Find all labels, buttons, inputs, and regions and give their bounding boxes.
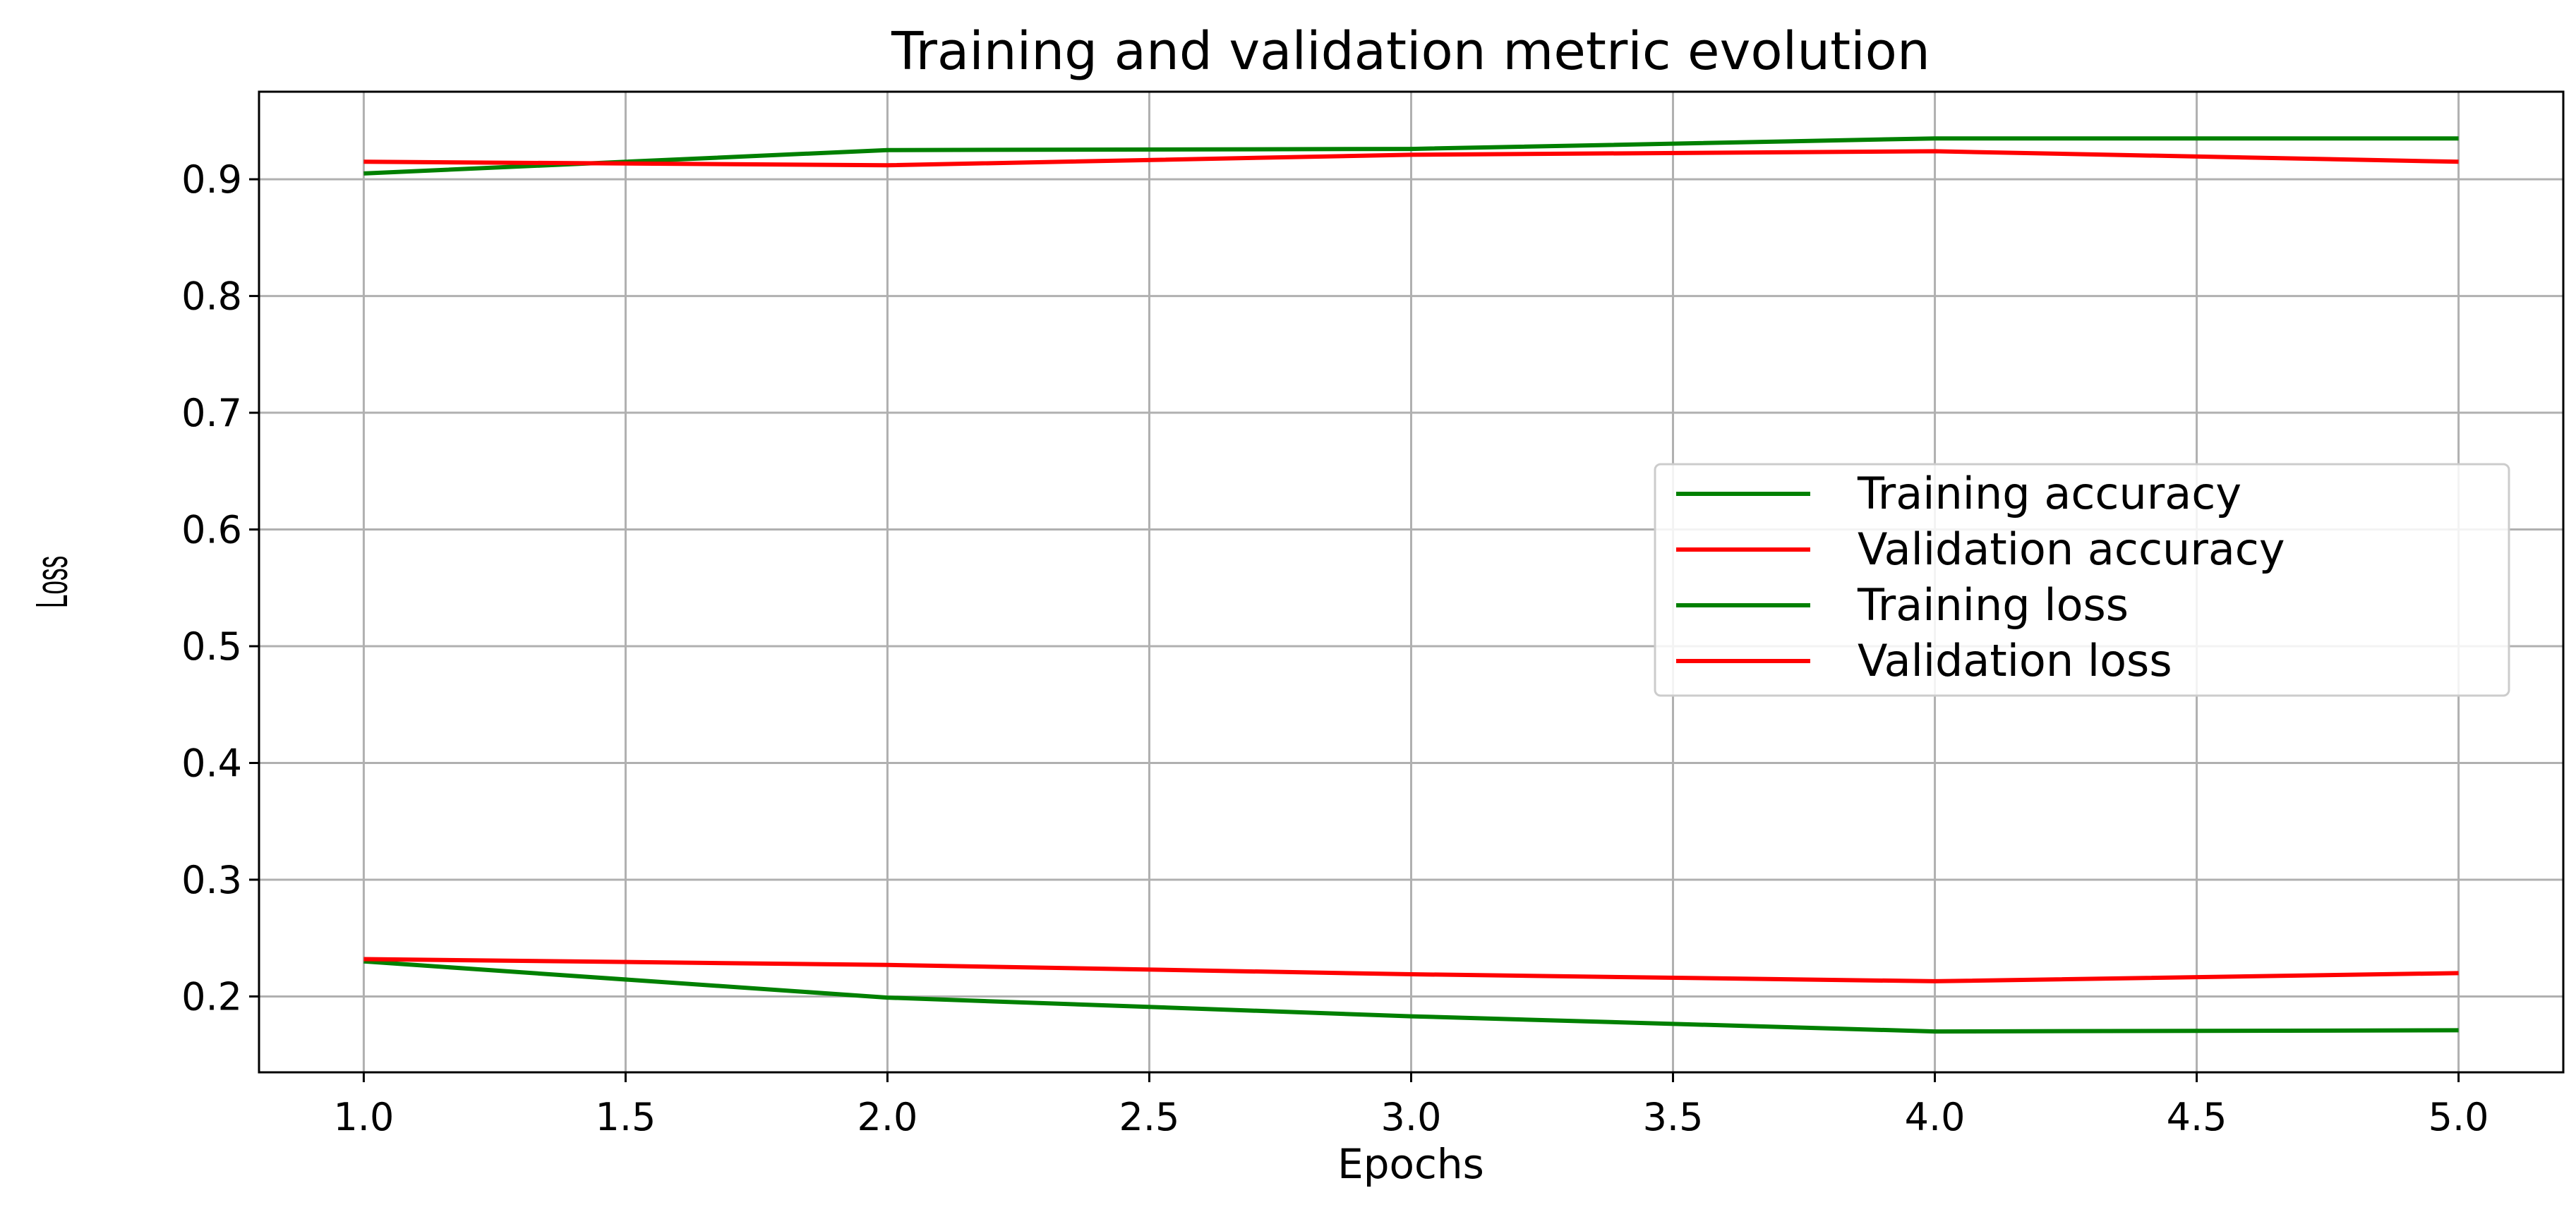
y-tick-label: 0.3 <box>181 858 242 902</box>
legend-label-training-accuracy: Training accuracy <box>1857 468 2241 519</box>
validation-accuracy-line <box>363 149 2459 168</box>
x-tick-label: 1.5 <box>595 1095 656 1139</box>
training-loss-line <box>363 959 2459 1034</box>
x-tick-label: 4.0 <box>1905 1095 1966 1139</box>
x-tick-label: 3.0 <box>1381 1095 1442 1139</box>
x-tick-label: 2.0 <box>857 1095 918 1139</box>
y-axis: 0.2 0.3 0.4 0.5 0.6 0.7 0.8 0.9 <box>181 157 259 1019</box>
y-tick-label: 0.8 <box>181 274 242 319</box>
legend-label-training-loss: Training loss <box>1857 579 2129 631</box>
grid <box>259 92 2563 1072</box>
legend-box <box>1654 463 2510 697</box>
y-tick-label: 0.7 <box>181 391 242 435</box>
legend-label-validation-loss: Validation loss <box>1858 635 2172 686</box>
x-axis-label: Epochs <box>1337 1140 1484 1188</box>
y-tick-label: 0.9 <box>181 157 242 202</box>
series-lines <box>363 136 2459 1034</box>
x-tick-label: 3.5 <box>1643 1095 1704 1139</box>
chart-title: Training and validation metric evolution <box>891 21 1930 82</box>
x-tick-label: 4.5 <box>2167 1095 2227 1139</box>
y-tick-label: 0.5 <box>181 624 242 669</box>
y-tick-label: 0.6 <box>181 508 242 552</box>
x-tick-label: 5.0 <box>2428 1095 2489 1139</box>
training-accuracy-line <box>363 136 2459 176</box>
y-axis-label: Loss <box>26 556 77 608</box>
x-axis: 1.0 1.5 2.0 2.5 3.0 3.5 4.0 4.5 5.0 <box>333 1072 2489 1139</box>
x-tick-label: 1.0 <box>333 1095 394 1139</box>
x-tick-label: 2.5 <box>1119 1095 1180 1139</box>
y-tick-label: 0.2 <box>181 974 242 1019</box>
validation-loss-line <box>363 957 2459 983</box>
y-tick-label: 0.4 <box>181 741 242 785</box>
legend-label-validation-accuracy: Validation accuracy <box>1858 523 2285 575</box>
